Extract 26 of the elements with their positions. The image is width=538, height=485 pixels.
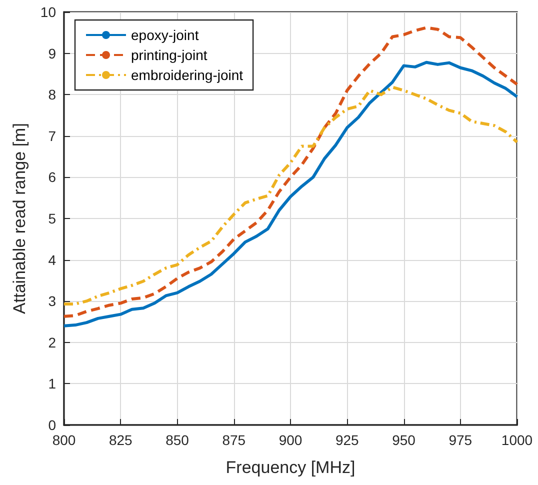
legend-label: printing-joint <box>131 47 208 63</box>
y-tick-label: 9 <box>48 45 56 62</box>
legend-label: epoxy-joint <box>131 27 199 43</box>
x-tick-label: 1000 <box>501 432 533 448</box>
x-tick-label: 850 <box>166 432 190 448</box>
y-axis-title: Attainable read range [m] <box>10 123 29 314</box>
y-tick-label: 6 <box>48 169 56 186</box>
x-tick-label: 950 <box>392 432 416 448</box>
x-tick-label: 825 <box>108 432 133 448</box>
y-tick-label: 0 <box>48 417 56 433</box>
x-tick-label: 975 <box>448 432 472 448</box>
y-tick-label: 7 <box>48 128 56 144</box>
y-tick-label: 1 <box>48 376 56 392</box>
x-tick-label: 900 <box>278 432 302 448</box>
y-tick-label: 10 <box>40 4 56 20</box>
line-series <box>62 86 518 306</box>
x-axis-title: Frequency [MHz] <box>226 458 356 477</box>
y-tick-label: 8 <box>48 86 56 103</box>
y-tick-label: 4 <box>48 252 56 268</box>
y-tick-label: 2 <box>48 334 56 350</box>
legend-label: embroidering-joint <box>131 67 244 83</box>
x-tick-label: 925 <box>335 432 360 448</box>
y-tick-label: 3 <box>48 293 56 310</box>
x-tick-label: 800 <box>52 432 76 448</box>
y-tick-label: 5 <box>48 210 56 226</box>
x-tick-label: 875 <box>222 432 246 448</box>
